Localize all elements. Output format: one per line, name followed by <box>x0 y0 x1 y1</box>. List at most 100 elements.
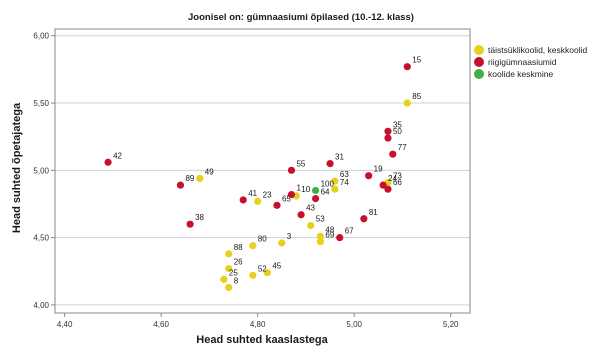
data-point <box>249 242 257 250</box>
data-point <box>384 185 392 193</box>
data-point-label: 88 <box>234 243 243 252</box>
data-point <box>403 99 411 107</box>
data-point <box>379 181 387 189</box>
legend-item: riigigümnaasiumid <box>474 56 587 68</box>
x-tick-label: 4,60 <box>153 320 169 329</box>
data-point-label: 67 <box>345 227 354 236</box>
data-point <box>316 238 325 246</box>
data-point-label: 24 <box>388 174 397 183</box>
data-point-label: 64 <box>321 188 330 197</box>
data-point-label: 15 <box>412 56 421 65</box>
data-point <box>311 194 320 203</box>
data-point-label: 100 <box>321 180 335 189</box>
data-point <box>220 275 228 283</box>
legend-swatch <box>474 45 484 55</box>
data-point-label: 77 <box>398 143 407 152</box>
x-axis-title: Head suhted kaaslastega <box>196 334 328 346</box>
data-point-label: 26 <box>234 258 243 267</box>
data-point <box>186 220 194 228</box>
data-point <box>316 232 325 240</box>
y-axis-ticks: 4,00 4,50 5,00 5,50 6,00 <box>33 32 55 310</box>
data-point-label: 19 <box>374 165 383 174</box>
legend-label: koolide keskmine <box>488 69 554 79</box>
data-point <box>297 211 305 219</box>
y-axis-title: Head suhted õpetajatega <box>11 102 23 233</box>
data-point-label: 65 <box>282 194 291 203</box>
data-point-label: 38 <box>195 213 204 222</box>
grid-lines <box>55 35 470 306</box>
legend-item: täistsüklikoolid, keskkoolid <box>474 44 587 56</box>
data-point-label: 49 <box>205 167 214 176</box>
y-tick-label: 4,50 <box>33 234 49 243</box>
data-point-label: 48 <box>325 225 334 234</box>
data-point-label: 81 <box>369 208 378 217</box>
data-point-label: 73 <box>393 171 402 180</box>
data-point <box>365 172 373 180</box>
y-tick-label: 5,50 <box>33 99 49 108</box>
data-point-label: 80 <box>258 235 267 244</box>
data-point-label: 1 <box>296 184 301 193</box>
data-point <box>225 283 233 292</box>
data-point <box>403 63 411 71</box>
data-point-label: 50 <box>393 127 402 136</box>
y-tick-label: 6,00 <box>33 32 49 41</box>
data-point-label: 35 <box>393 120 402 129</box>
x-tick-label: 4,40 <box>57 320 73 329</box>
data-point-label: 53 <box>316 215 325 224</box>
data-point <box>331 185 339 193</box>
data-point-label: 8 <box>234 276 239 285</box>
data-point <box>196 174 204 183</box>
x-tick-label: 5,20 <box>443 320 459 329</box>
plot-area-border <box>54 28 471 314</box>
data-point <box>278 239 286 247</box>
data-point-label: 89 <box>185 174 194 183</box>
data-point-label: 3 <box>287 232 292 241</box>
data-point <box>104 158 112 166</box>
legend-swatch <box>474 57 484 67</box>
data-point-label: 45 <box>272 262 281 271</box>
data-point <box>326 159 334 168</box>
data-point-label: 43 <box>306 204 315 213</box>
data-point <box>384 127 392 135</box>
data-point-label: 55 <box>296 159 305 168</box>
data-point <box>225 250 233 258</box>
data-point <box>263 269 271 277</box>
chart-title: Joonisel on: gümnaasiumi õpilased (10.-1… <box>188 12 414 23</box>
data-point <box>389 150 397 158</box>
data-point <box>331 177 339 185</box>
legend: täistsüklikoolid, keskkoolid riigigümnaas… <box>474 44 587 80</box>
data-points <box>104 63 411 292</box>
data-point-label: 23 <box>263 190 272 199</box>
x-tick-label: 4,80 <box>250 320 266 329</box>
data-point-label: 31 <box>335 153 344 162</box>
data-point-label: 42 <box>113 151 122 160</box>
data-point <box>384 134 392 142</box>
legend-label: täistsüklikoolid, keskkoolid <box>488 45 588 55</box>
data-point <box>287 166 296 174</box>
data-point-label: 66 <box>393 178 402 187</box>
data-point <box>307 221 315 230</box>
data-point-label: 85 <box>412 92 421 101</box>
data-point-label: 41 <box>248 189 257 198</box>
legend-label: riigigümnaasiumid <box>488 57 557 67</box>
legend-swatch <box>474 69 484 79</box>
data-point <box>273 201 281 209</box>
y-tick-label: 4,00 <box>33 301 49 310</box>
y-tick-label: 5,00 <box>33 166 49 175</box>
data-point-label: 63 <box>340 170 349 179</box>
data-point <box>311 186 320 195</box>
data-point <box>176 181 185 189</box>
legend-item: koolide keskmine <box>474 68 587 80</box>
data-point <box>336 234 344 242</box>
data-point <box>225 264 233 273</box>
data-point-label: 69 <box>325 231 334 240</box>
x-axis-ticks: 4,40 4,60 4,80 5,00 5,20 <box>57 313 459 329</box>
data-point-label: 74 <box>340 178 349 187</box>
data-point <box>287 190 296 199</box>
data-point <box>254 197 262 205</box>
x-tick-label: 5,00 <box>346 320 362 329</box>
data-point-label: 52 <box>258 264 267 273</box>
data-point <box>239 196 247 204</box>
